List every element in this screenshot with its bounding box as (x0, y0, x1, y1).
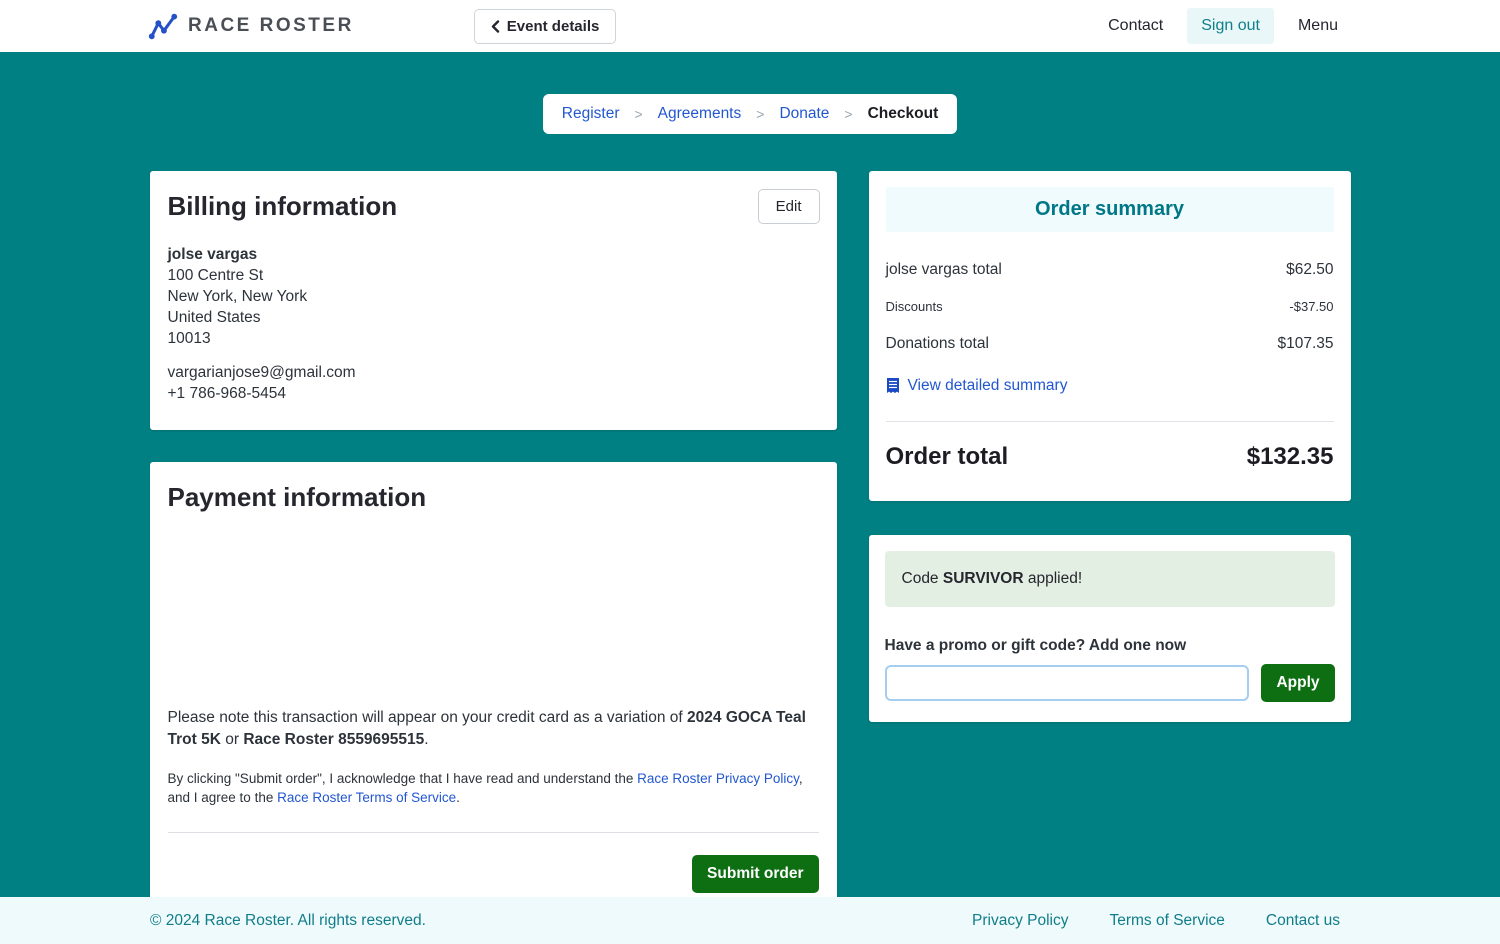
submit-order-button[interactable]: Submit order (692, 855, 819, 893)
payment-title: Payment information (167, 482, 427, 512)
nav-menu-button[interactable]: Menu (1297, 17, 1338, 34)
summary-row-label: Donations total (885, 335, 989, 352)
statement-descriptor-2: Race Roster 8559695515 (243, 730, 425, 748)
breadcrumb-separator: > (844, 106, 853, 122)
summary-row-label: Discounts (885, 299, 943, 314)
summary-row-value: $107.35 (1277, 335, 1334, 352)
promo-applied-alert: Code SURVIVOR applied! (884, 551, 1335, 607)
nav-sign-out-link[interactable]: Sign out (1187, 8, 1274, 44)
promo-code-card: Code SURVIVOR applied! Have a promo or g… (868, 535, 1351, 722)
payment-method-area (168, 513, 819, 685)
billing-information-card: Billing information Edit jolse vargas 10… (149, 171, 837, 430)
event-details-label: Event details (506, 17, 600, 35)
breadcrumb-separator: > (756, 106, 765, 122)
breadcrumb-register[interactable]: Register (561, 105, 620, 122)
promo-code-input[interactable] (884, 665, 1250, 701)
chevron-left-icon (491, 19, 500, 33)
note-text: or (220, 730, 244, 748)
edit-billing-button[interactable]: Edit (757, 189, 820, 224)
page-footer: © 2024 Race Roster. All rights reserved.… (0, 897, 1500, 944)
summary-row-value: -$37.50 (1289, 299, 1334, 314)
top-header: RACE ROSTER Event details Contact Sign o… (0, 0, 1500, 52)
summary-divider (885, 421, 1334, 422)
order-summary-card: Order summary jolse vargas total $62.50 … (868, 171, 1351, 501)
race-roster-logo-icon (148, 11, 178, 41)
promo-code-value: SURVIVOR (942, 570, 1024, 587)
breadcrumb-agreements[interactable]: Agreements (657, 105, 742, 122)
summary-row-subtotal: jolse vargas total $62.50 (886, 260, 1334, 280)
agreement-middle: , and I agree to the (167, 771, 803, 805)
billing-email: vargarianjose9@gmail.com (167, 364, 356, 381)
order-total-row: Order total $132.35 (886, 422, 1334, 471)
event-details-button[interactable]: Event details (473, 8, 617, 44)
billing-address-line: 10013 (167, 330, 211, 347)
footer-terms-of-service-link[interactable]: Terms of Service (1109, 911, 1225, 929)
race-roster-logo[interactable]: RACE ROSTER (148, 11, 354, 41)
terms-of-service-link[interactable]: Race Roster Terms of Service (277, 789, 457, 805)
apply-promo-button[interactable]: Apply (1261, 664, 1335, 702)
billing-title: Billing information (167, 191, 398, 221)
breadcrumb-checkout: Checkout (867, 105, 939, 122)
summary-row-donations: Donations total $107.35 (886, 334, 1334, 354)
logo-text: RACE ROSTER (188, 15, 354, 36)
summary-row-discounts: Discounts -$37.50 (886, 297, 1334, 317)
privacy-policy-link[interactable]: Race Roster Privacy Policy (637, 771, 799, 786)
note-text: . (424, 730, 429, 748)
promo-code-label: Have a promo or gift code? Add one now (884, 637, 1187, 654)
breadcrumb-donate[interactable]: Donate (779, 105, 830, 122)
agreement-suffix: . (456, 789, 460, 805)
promo-alert-text: applied! (1023, 570, 1083, 587)
breadcrumb-separator: > (634, 106, 643, 122)
footer-links: Privacy Policy Terms of Service Contact … (972, 912, 1340, 930)
summary-row-value: $62.50 (1286, 261, 1334, 278)
payment-information-card: Payment information Please note this tra… (149, 462, 837, 897)
statement-descriptor-1: 2024 GOCA Teal Trot 5K (167, 709, 806, 748)
billing-address-line: 100 Centre St (167, 267, 264, 284)
agreement-text: By clicking "Submit order", I acknowledg… (168, 770, 819, 807)
billing-name: jolse vargas (167, 246, 258, 263)
footer-privacy-policy-link[interactable]: Privacy Policy (972, 911, 1069, 929)
note-text: Please note this transaction will appear… (167, 709, 688, 726)
payment-divider (167, 832, 819, 833)
top-nav: Contact Sign out Menu (1094, 8, 1352, 44)
billing-address-line: New York, New York (167, 288, 308, 305)
view-detailed-summary-link[interactable]: View detailed summary (907, 377, 1068, 394)
promo-alert-text: Code (901, 570, 943, 587)
order-summary-title: Order summary (885, 187, 1334, 232)
billing-phone: +1 786-968-5454 (167, 385, 287, 402)
copyright-text: © 2024 Race Roster. All rights reserved. (150, 911, 426, 929)
order-total-label: Order total (885, 443, 1009, 470)
billing-address-line: United States (167, 309, 261, 326)
breadcrumb: Register > Agreements > Donate > Checkou… (542, 94, 958, 134)
credit-card-note: Please note this transaction will appear… (168, 707, 819, 750)
agreement-prefix: By clicking "Submit order", I acknowledg… (167, 771, 638, 786)
order-total-value: $132.35 (1246, 443, 1334, 470)
main-content: Register > Agreements > Donate > Checkou… (0, 52, 1500, 897)
nav-contact-link[interactable]: Contact (1108, 17, 1164, 34)
footer-contact-us-link[interactable]: Contact us (1265, 911, 1340, 929)
receipt-icon (886, 377, 900, 395)
summary-row-label: jolse vargas total (885, 261, 1002, 278)
